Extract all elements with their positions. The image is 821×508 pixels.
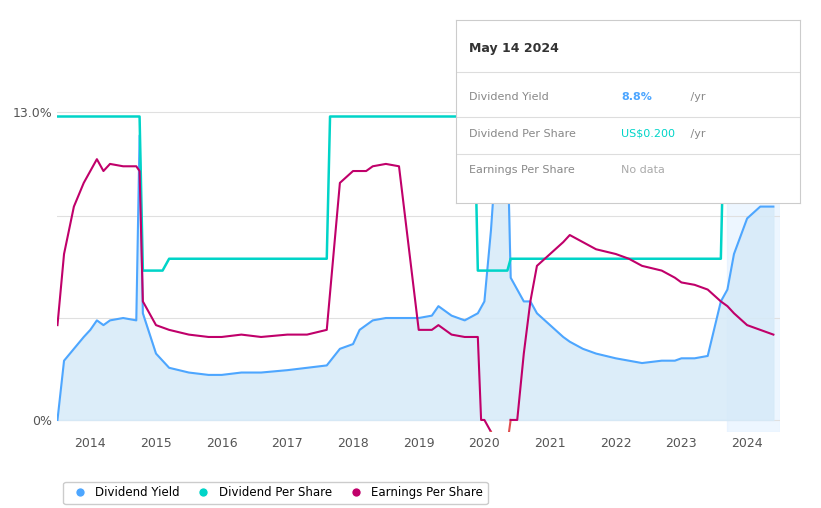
Text: /yr: /yr bbox=[686, 129, 705, 139]
Text: Dividend Yield: Dividend Yield bbox=[470, 92, 549, 102]
Legend: Dividend Yield, Dividend Per Share, Earnings Per Share: Dividend Yield, Dividend Per Share, Earn… bbox=[63, 482, 488, 504]
Bar bbox=[727, 76, 780, 432]
Text: No data: No data bbox=[621, 165, 665, 175]
Text: Dividend Per Share: Dividend Per Share bbox=[470, 129, 576, 139]
Text: Past: Past bbox=[729, 107, 754, 120]
Text: Earnings Per Share: Earnings Per Share bbox=[470, 165, 576, 175]
Text: US$0.200: US$0.200 bbox=[621, 129, 675, 139]
Text: 8.8%: 8.8% bbox=[621, 92, 652, 102]
Text: May 14 2024: May 14 2024 bbox=[470, 42, 559, 55]
Text: /yr: /yr bbox=[686, 92, 705, 102]
